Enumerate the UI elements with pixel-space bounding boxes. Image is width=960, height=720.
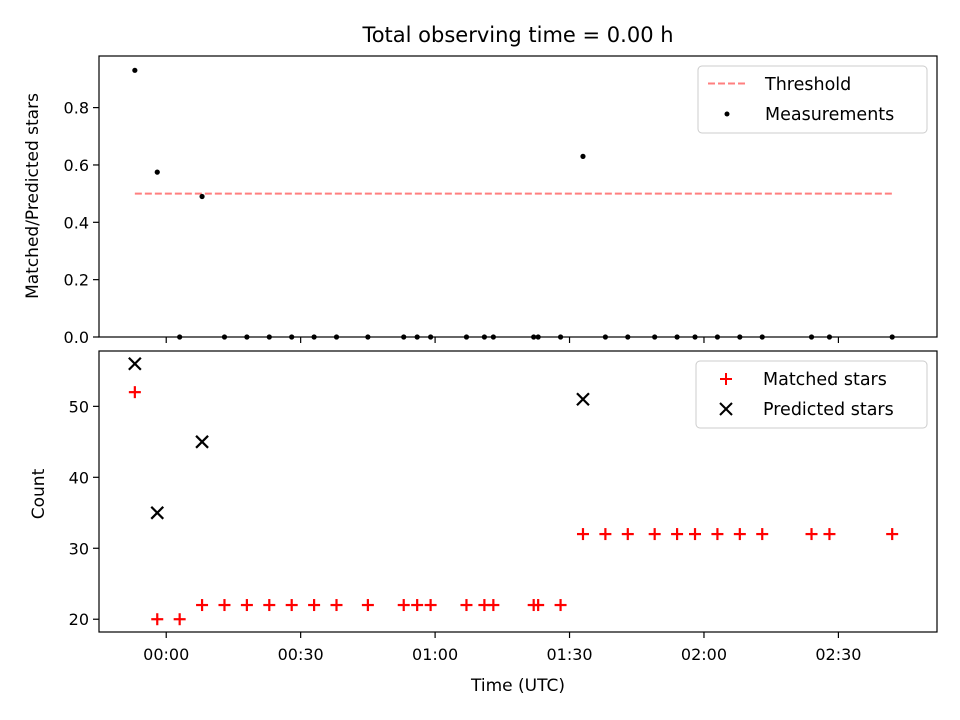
matched-stars-point [599, 528, 612, 541]
legend-predicted-swatch [719, 402, 733, 416]
y-tick-label: 0.8 [64, 99, 89, 118]
matched-stars-point [424, 599, 437, 612]
matched-stars-point [411, 599, 424, 612]
matched-stars-point [532, 599, 545, 612]
y-tick-label: 40 [69, 468, 89, 487]
legend-measurements-label: Measurements [765, 105, 894, 125]
count-panel-frame [98, 350, 938, 633]
matched-stars-point [196, 599, 209, 612]
ratio-y-axis-title: Matched/Predicted stars [23, 93, 43, 299]
y-tick-label: 20 [69, 610, 89, 629]
count-legend-box [695, 360, 928, 429]
count-y-ticks: 20 30 40 50 [69, 397, 99, 629]
measurement-point [154, 169, 160, 175]
legend-threshold-label: Threshold [764, 75, 851, 95]
legend-predicted-label: Predicted stars [763, 400, 894, 420]
matched-stars-point [733, 528, 746, 541]
legend-measurements-swatch [724, 111, 730, 117]
matched-stars-point [151, 613, 164, 626]
matched-stars-point [576, 528, 589, 541]
y-tick-label: 50 [69, 397, 89, 416]
ratio-legend: Threshold Measurements [697, 65, 928, 134]
y-tick-label: 0.0 [64, 328, 89, 347]
y-tick-label: 0.6 [64, 156, 89, 175]
matched-stars-point [487, 599, 500, 612]
matched-stars-point [285, 599, 298, 612]
matched-stars-point [240, 599, 253, 612]
legend-matched-swatch [720, 373, 732, 385]
measurement-point [580, 153, 586, 159]
matched-stars-point [823, 528, 836, 541]
x-tick-label: 00:30 [278, 645, 324, 664]
measurement-point [132, 67, 138, 73]
count-marks [128, 356, 899, 626]
chart-title: Total observing time = 0.00 h [361, 23, 673, 47]
matched-stars-point [621, 528, 634, 541]
predicted-stars-point [195, 435, 209, 449]
measurement-point [199, 193, 205, 200]
matched-stars-point [671, 528, 684, 541]
matched-stars-point [554, 599, 567, 612]
ratio-y-ticks: 0.0 0.2 0.4 0.6 0.8 [64, 99, 99, 347]
predicted-stars-point [128, 356, 142, 371]
ratio-legend-box [697, 65, 928, 134]
matched-stars-point [397, 599, 410, 612]
matched-stars-point [648, 528, 661, 541]
x-tick-label: 01:00 [412, 645, 458, 664]
x-tick-label: 01:30 [546, 645, 592, 664]
x-tick-label: 02:30 [815, 645, 861, 664]
count-y-axis-title: Count [29, 468, 49, 519]
matched-stars-point [805, 528, 818, 541]
predicted-stars-point [576, 392, 590, 407]
ratio-panel: 0.00.20.40.60.8 Matched/Predicted stars … [23, 55, 938, 347]
ratio-x-ticks [165, 337, 840, 343]
y-tick-label: 30 [69, 539, 89, 558]
matched-stars-point [689, 528, 702, 541]
count-x-ticks: 00:00 00:30 01:00 01:30 02:00 02:30 [143, 632, 861, 664]
y-tick-label: 0.4 [64, 213, 89, 232]
x-tick-label: 00:00 [143, 645, 189, 664]
matched-stars-point [218, 599, 231, 612]
matched-stars-point [330, 599, 343, 612]
matched-stars-point [128, 386, 141, 399]
count-legend: Matched stars Predicted stars [695, 360, 928, 429]
predicted-stars-point [150, 506, 165, 520]
matched-stars-point [361, 599, 374, 612]
ratio-panel-frame [98, 55, 938, 338]
y-tick-label: 0.2 [64, 271, 89, 290]
matched-stars-point [460, 599, 473, 612]
x-axis-title: Time (UTC) [470, 676, 565, 696]
x-tick-label: 02:00 [681, 645, 727, 664]
matched-stars-point [886, 528, 899, 541]
matched-stars-point [711, 528, 724, 541]
matched-stars-point [756, 528, 769, 541]
matched-stars-point [263, 599, 276, 612]
legend-matched-label: Matched stars [763, 370, 887, 390]
matched-stars-point [308, 599, 321, 612]
matched-stars-point [173, 613, 186, 626]
